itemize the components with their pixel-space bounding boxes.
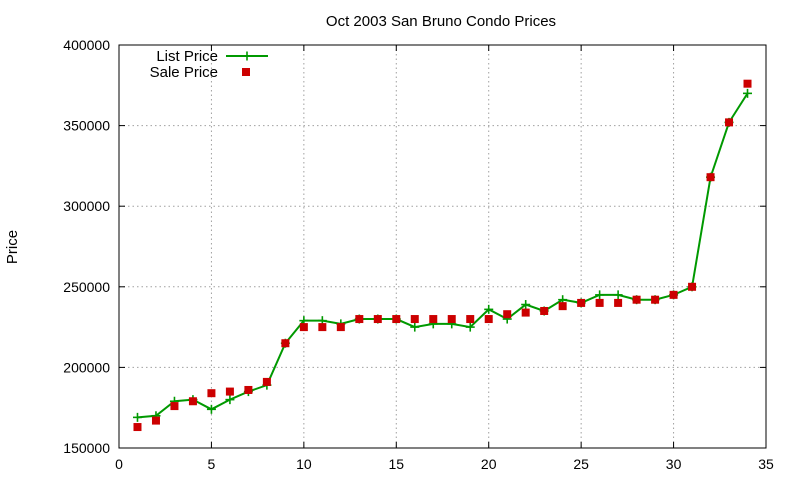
sale-price-point xyxy=(170,402,179,411)
sale-price-point xyxy=(521,308,530,317)
sale-price-point xyxy=(558,302,567,311)
sale-price-point xyxy=(355,315,364,324)
sale-price-point xyxy=(447,315,456,324)
y-tick-label: 200000 xyxy=(63,359,110,375)
list-price-point xyxy=(595,290,605,300)
list-price-point xyxy=(132,412,142,422)
sale-price-point xyxy=(318,323,327,332)
list-price-point xyxy=(613,290,623,300)
list-price-point xyxy=(743,88,753,98)
sale-price-point xyxy=(336,323,345,332)
legend-label: List Price xyxy=(156,48,218,65)
sale-price-point xyxy=(632,295,641,304)
y-tick-label: 350000 xyxy=(63,118,110,134)
sale-price-point xyxy=(373,315,382,324)
sale-price-point xyxy=(244,385,253,394)
y-tick-label: 150000 xyxy=(63,440,110,456)
data-series xyxy=(132,79,753,432)
sale-price-point xyxy=(262,377,271,386)
sale-price-point xyxy=(743,79,752,88)
plot-frame xyxy=(118,44,767,449)
sale-price-point xyxy=(207,389,216,398)
sale-price-point xyxy=(503,310,512,319)
sale-price-point xyxy=(651,295,660,304)
legend-marker xyxy=(242,68,250,76)
y-tick-label: 400000 xyxy=(63,37,110,53)
x-tick-label: 15 xyxy=(388,456,404,472)
axis-ticks: 0 5 10 15 20 25 30 35 150000 200000 250000 300000 35… xyxy=(63,37,774,472)
legend-label: Sale Price xyxy=(150,64,218,81)
y-tick-label: 300000 xyxy=(63,198,110,214)
x-tick-label: 20 xyxy=(481,456,497,472)
x-tick-label: 25 xyxy=(573,456,589,472)
sale-price-point xyxy=(595,298,604,307)
list-price-point xyxy=(484,304,494,314)
y-tick-label: 250000 xyxy=(63,279,110,295)
x-tick-label: 30 xyxy=(666,456,682,472)
sale-price-point xyxy=(410,315,419,324)
list-price-line xyxy=(137,92,749,419)
grid-lines xyxy=(119,45,766,448)
chart-title: Oct 2003 San Bruno Condo Prices xyxy=(326,13,556,30)
sale-price-point xyxy=(151,416,160,425)
sale-price-point xyxy=(188,397,197,406)
list-price-point xyxy=(206,404,216,414)
sale-price-point xyxy=(614,298,623,307)
sale-price-point xyxy=(281,339,290,348)
sale-price-point xyxy=(429,315,438,324)
series-list-price xyxy=(132,88,753,422)
x-tick-label: 35 xyxy=(758,456,774,472)
legend-marker xyxy=(242,51,252,61)
sale-price-point xyxy=(688,282,697,291)
x-tick-label: 0 xyxy=(115,456,123,472)
list-price-point xyxy=(225,395,235,405)
sale-price-point xyxy=(392,315,401,324)
sale-price-point xyxy=(133,423,142,432)
sale-price-point xyxy=(484,315,493,324)
list-price-point xyxy=(521,300,531,310)
sale-price-point xyxy=(725,118,734,127)
list-price-point xyxy=(465,322,475,332)
sale-price-point xyxy=(299,323,308,332)
sale-price-point xyxy=(540,306,549,315)
x-tick-label: 10 xyxy=(296,456,312,472)
sale-price-point xyxy=(466,315,475,324)
x-tick-label: 5 xyxy=(208,456,216,472)
sale-price-point xyxy=(669,290,678,299)
sale-price-point xyxy=(225,387,234,396)
list-price-point xyxy=(410,322,420,332)
y-axis-label: Price xyxy=(4,230,21,264)
sale-price-point xyxy=(577,298,586,307)
series-sale-price xyxy=(133,79,752,432)
sale-price-point xyxy=(706,173,715,182)
